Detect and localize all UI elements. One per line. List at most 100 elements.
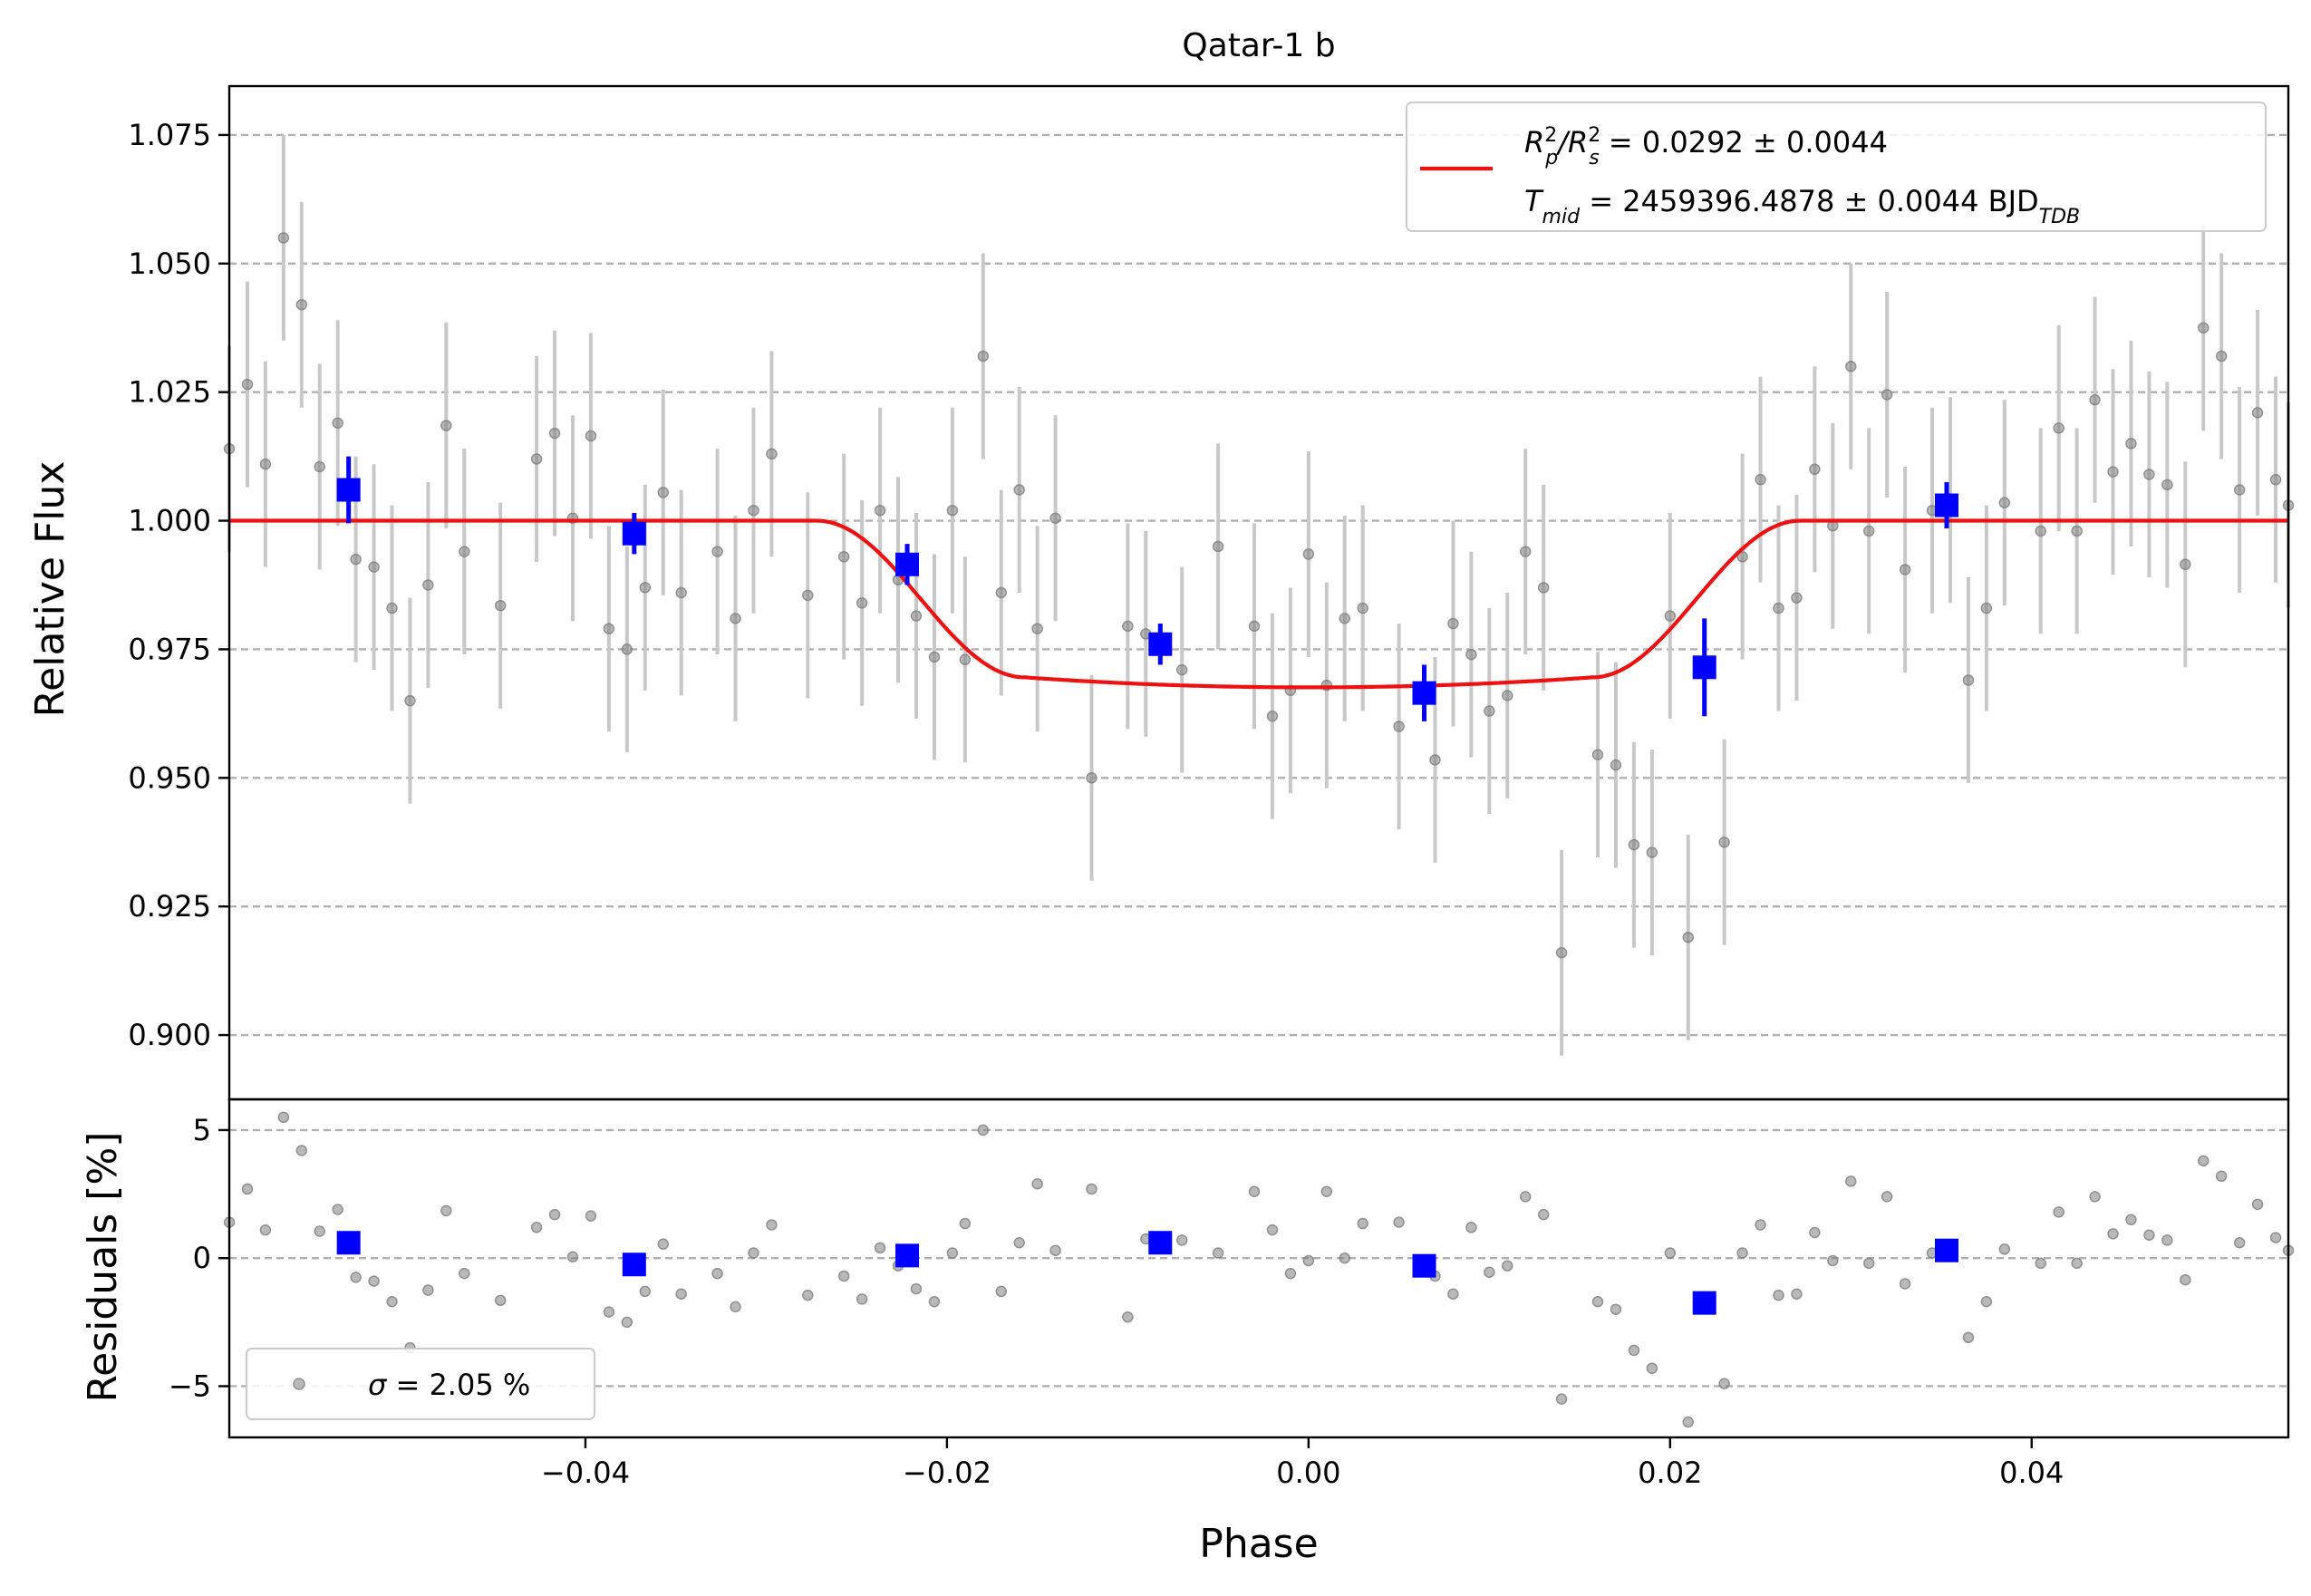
raw-point	[1736, 551, 1748, 563]
raw-point	[1429, 754, 1441, 766]
x-tick-label: 0.02	[1638, 1456, 1702, 1490]
raw-point	[585, 430, 597, 442]
raw-point	[748, 504, 759, 517]
raw-point	[1212, 540, 1224, 553]
raw-point	[368, 561, 380, 573]
raw-point	[946, 504, 959, 517]
residual-point	[1980, 1295, 1993, 1308]
main-y-tick-label: 0.950	[128, 760, 211, 795]
raw-point	[1862, 525, 1875, 537]
residual-point	[1537, 1208, 1550, 1221]
raw-point	[459, 546, 470, 557]
raw-point	[603, 623, 615, 634]
binned-point	[1692, 655, 1716, 680]
raw-point	[1031, 623, 1043, 634]
raw-point	[1502, 690, 1513, 701]
raw-point	[1339, 613, 1350, 624]
residual-point	[1248, 1185, 1261, 1197]
raw-point	[386, 602, 398, 614]
main-y-tick-label: 0.925	[128, 889, 211, 924]
raw-point	[1809, 463, 1821, 476]
raw-point	[1537, 582, 1550, 594]
x-tick-label: −0.02	[903, 1456, 991, 1490]
raw-point	[332, 417, 343, 429]
raw-point	[1718, 836, 1730, 848]
raw-point	[1393, 721, 1405, 732]
residual-point	[1773, 1289, 1784, 1301]
residual-point	[1610, 1303, 1622, 1315]
raw-point	[1175, 663, 1188, 676]
raw-point	[2125, 438, 2137, 450]
raw-point	[1266, 710, 1279, 722]
raw-point	[494, 599, 507, 612]
raw-point	[1447, 617, 1459, 630]
residual-point	[995, 1285, 1008, 1298]
residual-point	[2251, 1198, 2264, 1211]
raw-point	[675, 586, 687, 599]
residual-point	[959, 1217, 972, 1230]
raw-point	[1980, 602, 1993, 614]
residuals-legend-box	[246, 1348, 595, 1420]
chart-title: Qatar-1 b	[1182, 27, 1335, 64]
raw-point	[2215, 350, 2228, 363]
x-tick-label: 0.00	[1276, 1456, 1340, 1490]
residual-point	[2233, 1236, 2246, 1249]
residual-point	[711, 1267, 723, 1280]
residual-point	[277, 1111, 290, 1124]
x-tick-label: −0.04	[541, 1456, 630, 1490]
residual-point	[856, 1293, 868, 1305]
raw-point	[1845, 361, 1857, 372]
residual-point	[1284, 1267, 1297, 1280]
residual-binned-point	[895, 1243, 920, 1268]
raw-point	[2053, 422, 2064, 434]
raw-point	[422, 579, 434, 591]
residual-point	[730, 1301, 741, 1313]
main-y-tick-label: 1.000	[128, 504, 211, 538]
residual-point	[766, 1219, 778, 1231]
residual-point	[1357, 1217, 1368, 1230]
raw-point	[1591, 749, 1604, 761]
residuals-y-tick-label: 0	[193, 1241, 211, 1275]
raw-point	[1484, 705, 1495, 717]
residual-point	[1862, 1257, 1875, 1270]
residual-point	[440, 1204, 452, 1217]
raw-point	[440, 420, 452, 431]
raw-point	[2233, 484, 2246, 496]
residuals-panel-frame	[227, 1098, 2290, 1439]
residual-point	[1013, 1236, 1025, 1249]
residual-point	[368, 1275, 380, 1287]
residuals-binned-points	[336, 1231, 1958, 1315]
raw-point	[874, 504, 886, 517]
main-y-tick-label: 1.050	[128, 247, 211, 281]
residuals-y-axis-label: Residuals [%]	[80, 1132, 126, 1403]
residual-point	[1447, 1288, 1459, 1301]
residual-point	[332, 1204, 343, 1215]
residual-point	[1827, 1254, 1839, 1267]
residual-point	[1086, 1183, 1097, 1195]
residual-point	[1881, 1191, 1893, 1203]
legend-sigma-text: σ = 2.05 %	[368, 1368, 530, 1402]
raw-point	[1555, 947, 1568, 959]
residual-point	[621, 1316, 633, 1329]
legend-residual-marker	[293, 1378, 305, 1390]
raw-point	[1122, 620, 1134, 633]
raw-point	[959, 653, 972, 666]
raw-point	[1086, 772, 1097, 784]
residual-point	[1845, 1175, 1857, 1187]
raw-point	[910, 610, 923, 622]
residual-point	[1393, 1216, 1405, 1228]
residual-point	[2053, 1206, 2064, 1218]
residual-point	[603, 1306, 615, 1318]
residual-point	[1320, 1185, 1333, 1197]
raw-point	[2180, 558, 2191, 571]
raw-point	[1682, 931, 1694, 943]
residual-point	[2143, 1229, 2155, 1242]
raw-point	[928, 651, 941, 663]
raw-point	[1962, 674, 1975, 686]
binned-point	[1412, 681, 1436, 705]
residual-point	[548, 1208, 561, 1221]
raw-point	[530, 453, 543, 465]
x-ticks: −0.04 −0.02 0.00 0.02 0.04	[541, 1437, 2064, 1490]
raw-point	[766, 448, 778, 460]
raw-point	[350, 553, 362, 566]
